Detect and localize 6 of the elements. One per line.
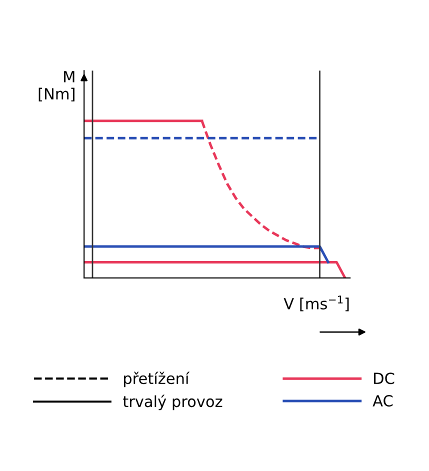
text: trvalý provoz <box>123 394 222 410</box>
y-axis-title: M [Nm] <box>38 71 74 102</box>
legend-label: AC <box>372 395 393 407</box>
text: přetížení <box>124 372 190 388</box>
x-axis-title: V [ms$^{−1}$] <box>284 296 349 312</box>
legend-label: DC <box>374 372 394 384</box>
